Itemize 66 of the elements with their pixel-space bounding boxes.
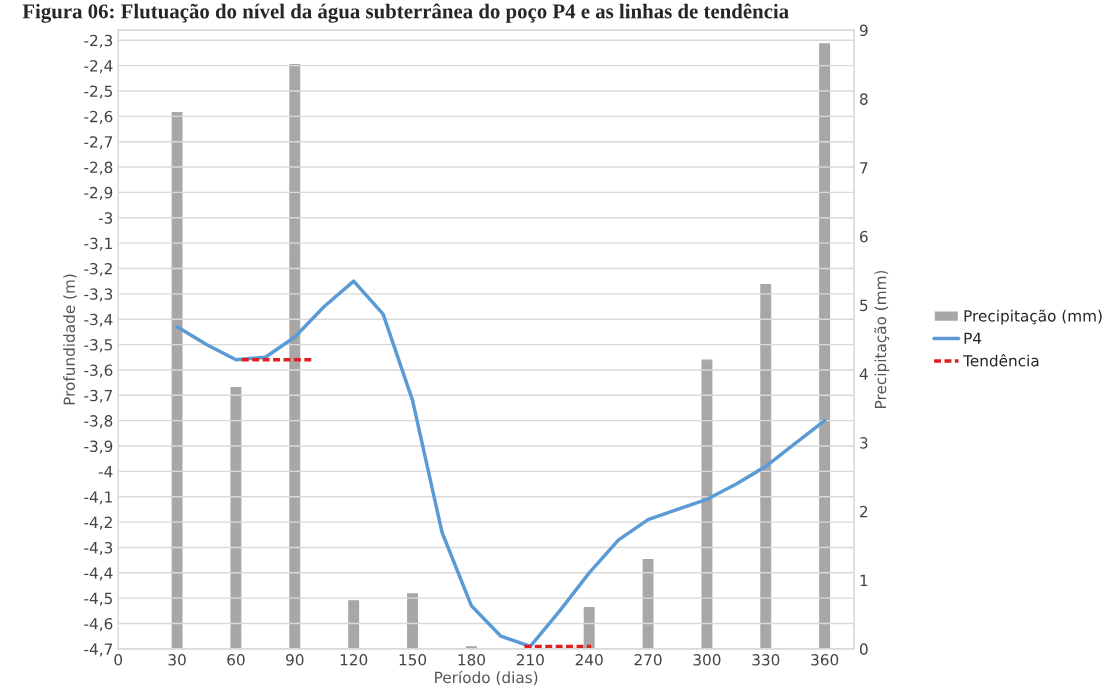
y-tick-label: -3,7: [84, 389, 113, 403]
bar: [819, 43, 831, 649]
y-tick-label: -4,5: [84, 592, 112, 606]
y-tick-label: -2,8: [84, 161, 113, 175]
y2-tick-label: 3: [860, 437, 868, 449]
bar: [230, 387, 242, 649]
bar: [583, 607, 595, 649]
y-tick-label: -2,4: [84, 60, 113, 74]
y-tick-label: -4,4: [84, 567, 113, 581]
bar: [348, 600, 360, 649]
y2-tick-label: 9: [859, 24, 868, 37]
y-tick-label: -2,3: [84, 34, 113, 48]
x-tick-label: 60: [227, 654, 245, 666]
bar: [407, 593, 419, 649]
y-tick-label: -3,4: [84, 313, 113, 327]
x-tick-label: 270: [634, 654, 662, 666]
y-tick-label: -3: [98, 212, 113, 224]
y-tick-label: -4: [98, 466, 113, 478]
y-tick-label: -4,2: [84, 516, 112, 530]
y2-tick-label: 0: [859, 643, 868, 655]
y-tick-label: -3,9: [84, 440, 113, 454]
y-tick-label: -3,6: [84, 364, 113, 378]
y-tick-label: -4,7: [84, 643, 113, 657]
y-tick-label: -2,5: [84, 85, 112, 99]
y-tick-label: -3,2: [84, 262, 112, 277]
x-tick-label: 300: [693, 654, 721, 666]
bar: [642, 558, 654, 649]
y-tick-label: -2,6: [84, 110, 113, 124]
chart-title: Figura 06: Flutuação do nível da água subterrânea do poço P4 e as linhas de tendência: [22, 3, 789, 23]
y2-tick-label: 5: [860, 299, 868, 312]
x-tick-label: 120: [340, 654, 368, 666]
x-tick-label: 240: [575, 654, 603, 666]
y2-tick-label: 6: [860, 230, 868, 243]
y-tick-label: -3,8: [84, 415, 113, 429]
legend-label: P4: [964, 332, 982, 344]
x-tick-label: 360: [811, 654, 839, 666]
bar: [171, 112, 183, 649]
y2-tick-label: 2: [860, 505, 868, 518]
y-tick-label: -3,5: [84, 339, 112, 353]
y2-tick-label: 1: [860, 574, 868, 586]
y2-tick-label: 8: [859, 93, 868, 105]
x-tick-label: 150: [399, 654, 427, 666]
x-tick-label: 30: [168, 654, 186, 666]
bar: [760, 283, 772, 649]
bar: [701, 359, 713, 649]
bar: [289, 63, 301, 649]
x-tick-label: 330: [752, 654, 780, 666]
y2-tick-label: 7: [860, 162, 868, 174]
y-tick-label: -4,3: [84, 541, 113, 556]
x-tick-label: 0: [114, 654, 123, 666]
x-tick-label: 180: [458, 654, 485, 666]
x-tick-label: 210: [516, 654, 544, 666]
y-tick-label: -4,1: [84, 491, 112, 505]
line-series: [175, 279, 827, 649]
y-tick-label: -3,3: [84, 288, 113, 302]
y-tick-label: -2,7: [84, 136, 113, 150]
y-axis-title: Profundidade (m): [63, 274, 77, 405]
y-tick-label: -4,6: [84, 618, 113, 632]
y2-axis-title: Precipitação (mm): [874, 270, 890, 408]
y-tick-label: -2,9: [84, 186, 113, 200]
y-tick-label: -3,1: [84, 237, 112, 251]
legend-label: Tendência: [963, 354, 1039, 367]
legend-label: Precipitação (mm): [964, 309, 1102, 325]
y2-tick-label: 4: [859, 368, 868, 380]
x-axis-title: Período (dias): [435, 670, 538, 685]
x-tick-label: 90: [286, 654, 304, 666]
